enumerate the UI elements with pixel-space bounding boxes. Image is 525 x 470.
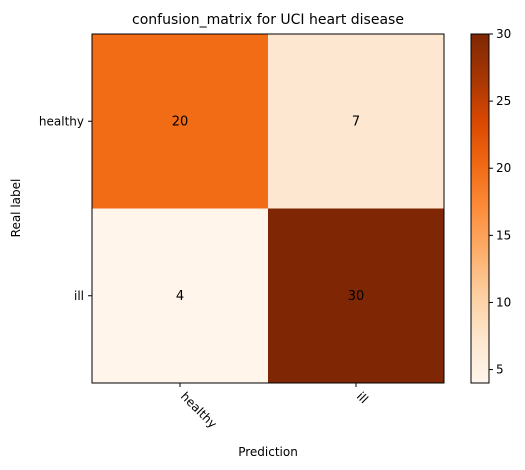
x-axis-label: Prediction [238, 445, 298, 459]
colorbar-tick-label: 20 [496, 161, 511, 175]
chart-title: confusion_matrix for UCI heart disease [132, 12, 404, 28]
colorbar-tick-label: 30 [496, 27, 511, 41]
x-tick-label: ill [354, 389, 371, 406]
cell-value-label: 30 [348, 289, 365, 304]
y-tick-label: ill [74, 289, 84, 303]
colorbar-ticks: 5 10 15 20 25 30 [489, 27, 511, 377]
heatmap-cell [92, 208, 268, 383]
y-tick-label: healthy [39, 114, 84, 128]
heatmap-cell [268, 208, 444, 383]
cell-value-label: 7 [352, 114, 360, 129]
cell-value-label: 20 [172, 114, 189, 129]
heatmap-cell [268, 34, 444, 209]
y-axis-label: Real label [9, 179, 23, 238]
heatmap-cell [92, 34, 268, 209]
cell-value-label: 4 [176, 289, 184, 304]
y-axis-ticks: healthy ill [39, 114, 92, 303]
cell-value-labels: 20 7 4 30 [172, 114, 365, 304]
plot-frame [91, 33, 445, 384]
colorbar-tick-label: 5 [496, 363, 504, 377]
x-tick-label: healthy [178, 389, 220, 431]
colorbar-tick-label: 25 [496, 94, 511, 108]
colorbar [470, 33, 490, 384]
heatmap-cells [92, 34, 444, 383]
x-axis-ticks: healthy ill [178, 383, 371, 431]
colorbar-tick-label: 15 [496, 228, 511, 242]
colorbar-tick-label: 10 [496, 295, 511, 309]
